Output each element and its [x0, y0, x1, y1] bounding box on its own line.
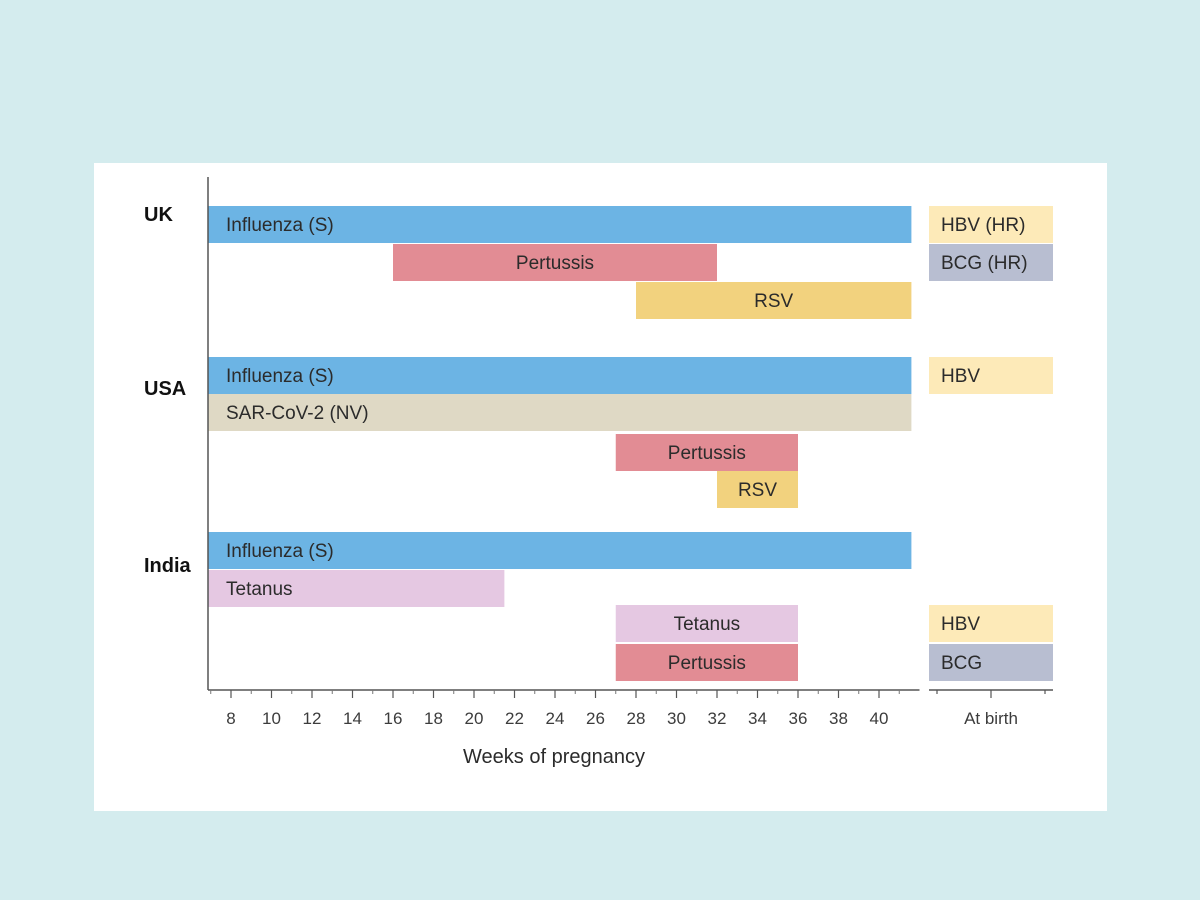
- uk-birth-bcg-hr-bar-label: BCG (HR): [941, 253, 1028, 274]
- axis-layer: 8 10 12 14 16 18 20 22 24 26 28 30 32 34 36 38 40 At birt…: [207, 177, 1053, 728]
- country-label-uk: UK: [144, 204, 173, 226]
- india-tetanus-bar-label: Tetanus: [674, 614, 741, 635]
- india-tetanus-bar-label: Tetanus: [226, 579, 293, 600]
- uk-influenza-s-bar: [208, 206, 912, 243]
- india-influenza-s-bar: [208, 532, 912, 569]
- bars-layer: UK Influenza (S) Pertussis RSV HBV (HR) BCG (…: [144, 204, 1053, 681]
- uk-rsv-bar: [636, 282, 912, 319]
- india-tetanus-bar: [208, 570, 505, 607]
- x-tick-label-26: 26: [586, 709, 605, 728]
- india-pertussis-bar-label: Pertussis: [668, 653, 746, 674]
- x-tick-label-14: 14: [343, 709, 362, 728]
- india-birth-bcg-bar: [929, 644, 1053, 681]
- uk-birth-bcg-hr-bar: [929, 244, 1053, 281]
- uk-birth-hbv-hr-bar: [929, 206, 1053, 243]
- usa-birth-hbv-bar: [929, 357, 1053, 394]
- usa-rsv-bar: [717, 471, 798, 508]
- vaccination-schedule-chart: UK Influenza (S) Pertussis RSV HBV (HR) BCG (…: [144, 177, 1053, 768]
- india-influenza-s-bar-label: Influenza (S): [226, 541, 334, 562]
- x-tick-label-28: 28: [627, 709, 646, 728]
- x-tick-label-38: 38: [829, 709, 848, 728]
- usa-sar-cov-2-nv-bar-label: SAR-CoV-2 (NV): [226, 403, 369, 424]
- x-tick-label-18: 18: [424, 709, 443, 728]
- x-tick-label-24: 24: [546, 709, 565, 728]
- country-label-usa: USA: [144, 378, 186, 400]
- india-birth-bcg-bar-label: BCG: [941, 653, 982, 674]
- uk-pertussis-bar-label: Pertussis: [516, 253, 594, 274]
- usa-pertussis-bar-label: Pertussis: [668, 443, 746, 464]
- x-axis-title: Weeks of pregnancy: [463, 746, 645, 768]
- india-birth-hbv-bar: [929, 605, 1053, 642]
- usa-sar-cov-2-nv-bar: [208, 394, 912, 431]
- x-tick-label-34: 34: [748, 709, 767, 728]
- uk-birth-hbv-hr-bar-label: HBV (HR): [941, 215, 1025, 236]
- x-tick-label-32: 32: [708, 709, 727, 728]
- chart-card: UK Influenza (S) Pertussis RSV HBV (HR) BCG (…: [94, 163, 1107, 811]
- x-tick-label-20: 20: [465, 709, 484, 728]
- usa-influenza-s-bar: [208, 357, 912, 394]
- x-tick-label-16: 16: [384, 709, 403, 728]
- x-tick-label-22: 22: [505, 709, 524, 728]
- india-tetanus-bar: [615, 605, 798, 642]
- x-tick-label-36: 36: [789, 709, 808, 728]
- x-tick-label-10: 10: [262, 709, 281, 728]
- usa-rsv-bar-label: RSV: [738, 480, 777, 501]
- uk-influenza-s-bar-label: Influenza (S): [226, 215, 334, 236]
- x-tick-label-40: 40: [870, 709, 889, 728]
- usa-birth-hbv-bar-label: HBV: [941, 366, 980, 387]
- x-tick-label-12: 12: [303, 709, 322, 728]
- india-birth-hbv-bar-label: HBV: [941, 614, 980, 635]
- x-tick-label-30: 30: [667, 709, 686, 728]
- india-pertussis-bar: [615, 644, 798, 681]
- birth-tick-label: At birth: [964, 709, 1018, 728]
- usa-influenza-s-bar-label: Influenza (S): [226, 366, 334, 387]
- usa-pertussis-bar: [615, 434, 798, 471]
- uk-pertussis-bar: [393, 244, 717, 281]
- x-tick-label-8: 8: [226, 709, 235, 728]
- uk-rsv-bar-label: RSV: [754, 291, 793, 312]
- country-label-india: India: [144, 555, 192, 577]
